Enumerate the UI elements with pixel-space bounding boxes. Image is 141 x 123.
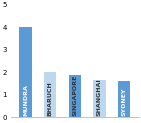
Text: SYDNEY: SYDNEY (122, 88, 127, 116)
Bar (93, 80, 106, 117)
Bar (118, 81, 130, 117)
Bar (44, 72, 56, 117)
Text: BHARUCH: BHARUCH (48, 82, 53, 116)
Text: MUNDRA: MUNDRA (23, 84, 28, 116)
Bar (19, 27, 32, 117)
Text: SINGAPORE: SINGAPORE (72, 75, 77, 116)
Text: SHANGHAI: SHANGHAI (97, 79, 102, 116)
Bar (69, 75, 81, 117)
